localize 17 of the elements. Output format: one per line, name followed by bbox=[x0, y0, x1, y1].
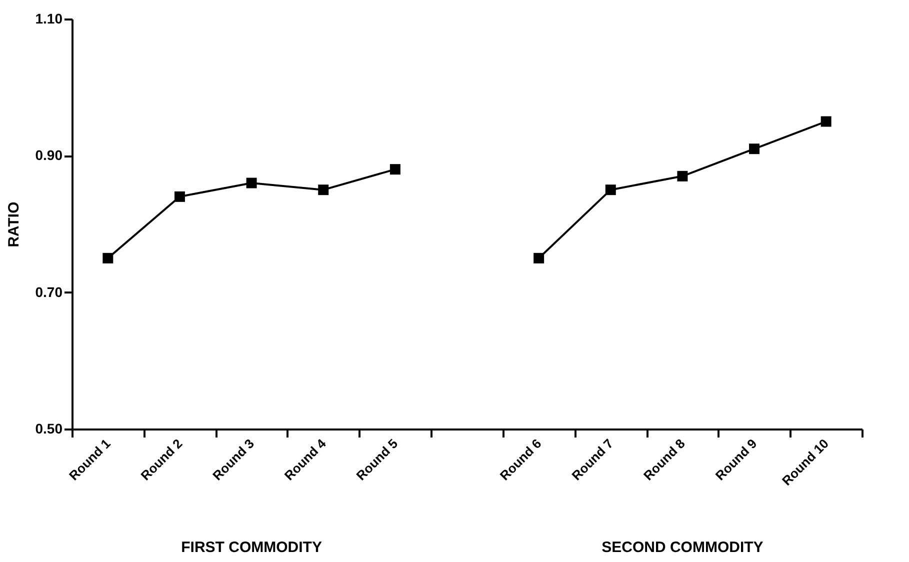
point bbox=[605, 184, 616, 196]
text: SECOND COMMODITY bbox=[602, 539, 764, 556]
y-axis-title: RATIO bbox=[5, 201, 22, 248]
point bbox=[820, 116, 832, 127]
point bbox=[174, 191, 185, 202]
point bbox=[318, 184, 329, 196]
point bbox=[390, 164, 400, 175]
y-tick-label: 0.50 bbox=[35, 420, 63, 436]
point bbox=[749, 144, 760, 154]
point bbox=[102, 252, 114, 264]
point bbox=[534, 252, 544, 264]
y-tick-label: 1.10 bbox=[35, 10, 63, 26]
point bbox=[246, 178, 257, 188]
text: FIRST COMMODITY bbox=[181, 539, 322, 556]
point bbox=[677, 170, 688, 182]
y-tick-label: 0.90 bbox=[35, 147, 63, 164]
y-tick-label: 0.70 bbox=[35, 284, 63, 300]
